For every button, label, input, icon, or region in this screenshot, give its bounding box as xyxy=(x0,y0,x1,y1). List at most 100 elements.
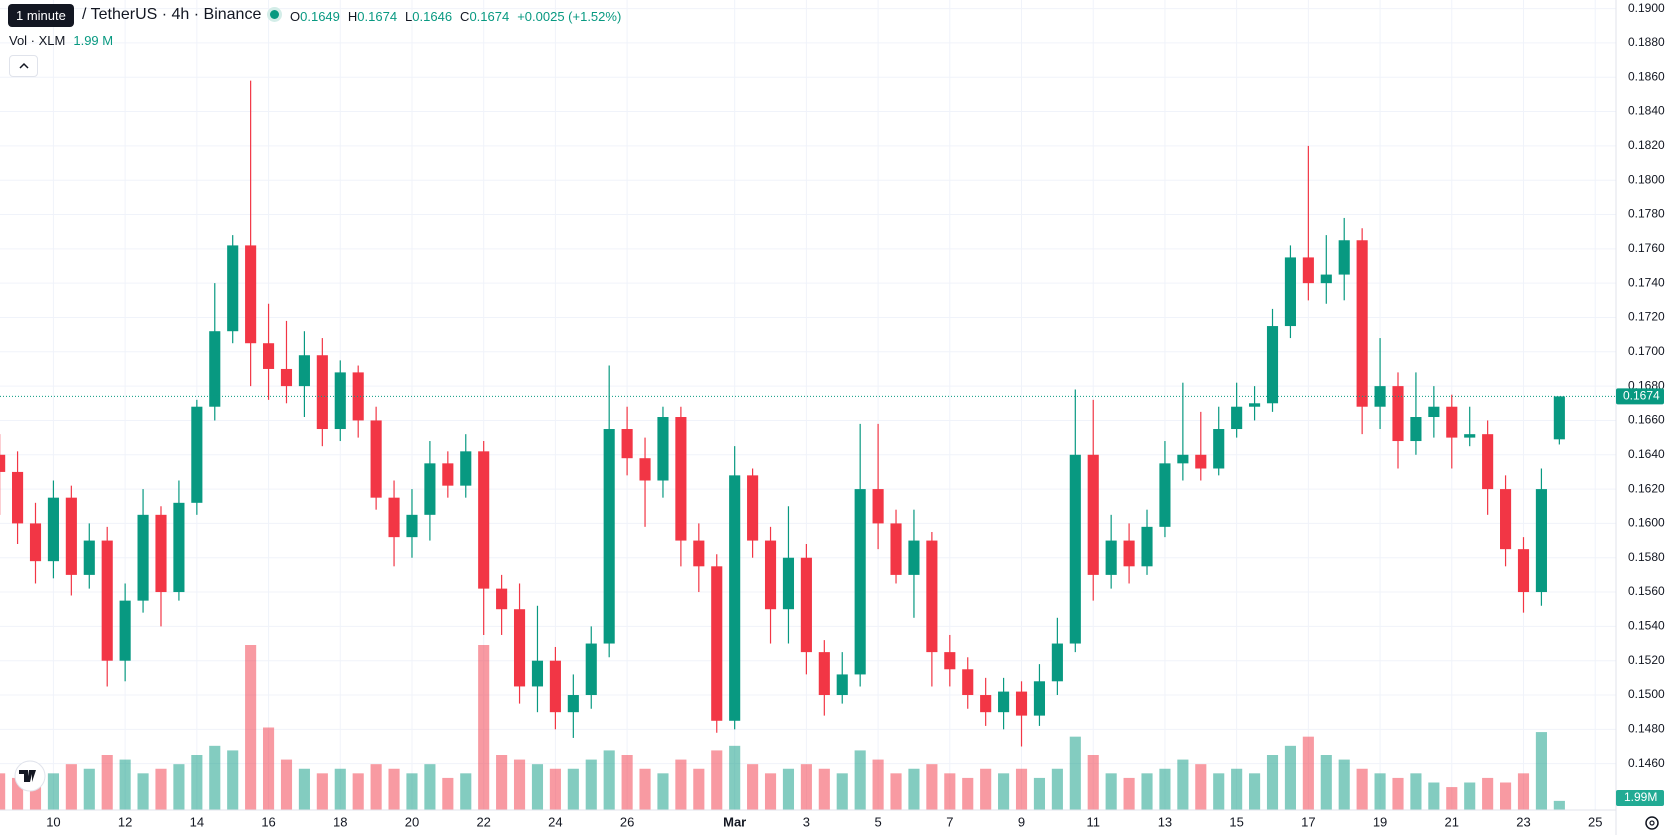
volume-bar xyxy=(155,768,167,810)
y-tick-label: 0.1480 xyxy=(1628,722,1665,736)
volume-bars xyxy=(0,645,1565,810)
candle-body xyxy=(531,660,544,687)
volume-bar xyxy=(567,768,579,810)
x-tick-label: 21 xyxy=(1445,814,1459,829)
candle-body xyxy=(155,514,167,593)
volume-bar xyxy=(764,773,777,810)
collapse-button[interactable] xyxy=(9,55,38,77)
volume-bar xyxy=(1087,755,1099,810)
volume-bar xyxy=(478,645,490,810)
candle-body xyxy=(1213,429,1225,469)
volume-bar xyxy=(926,764,938,810)
volume-bar xyxy=(1123,777,1135,810)
y-tick-label: 0.1600 xyxy=(1628,516,1665,530)
volume-bar xyxy=(531,764,544,810)
volume-bar xyxy=(388,768,400,810)
volume-bar xyxy=(1105,773,1117,810)
candle-body xyxy=(298,355,310,387)
chevron xyxy=(18,62,29,69)
x-tick-label: 11 xyxy=(1086,814,1100,829)
volume-bar xyxy=(1464,782,1476,810)
volume-bar xyxy=(747,764,759,810)
candle-body xyxy=(316,355,328,430)
candle-body xyxy=(496,588,508,610)
x-tick-label: 19 xyxy=(1373,814,1387,829)
volume-bar xyxy=(1410,773,1422,810)
volume-bar xyxy=(800,764,812,810)
candle-body xyxy=(388,497,400,538)
candle-body xyxy=(1051,643,1063,682)
volume-bar xyxy=(711,750,723,810)
high-label: H xyxy=(347,9,358,24)
candle-body xyxy=(47,497,59,562)
candle-body xyxy=(460,451,472,486)
volume-bar xyxy=(12,777,24,810)
volume-bar xyxy=(1284,745,1296,810)
settings-gear xyxy=(1645,816,1659,830)
candle-body xyxy=(657,417,669,481)
volume-bar xyxy=(83,768,95,810)
candle-body xyxy=(854,489,866,675)
candle-body xyxy=(639,458,651,481)
volume-bar xyxy=(1266,755,1279,810)
candle-body xyxy=(621,429,633,459)
volume-bar xyxy=(1356,768,1368,810)
y-tick-label: 0.1720 xyxy=(1628,310,1665,324)
x-tick-label: 14 xyxy=(190,814,204,829)
candle-body xyxy=(1249,403,1261,407)
y-tick-label: 0.1540 xyxy=(1628,619,1665,633)
symbol-title[interactable]: / TetherUS · 4h · Binance xyxy=(82,6,262,23)
volume-bar xyxy=(1320,755,1332,810)
candle-body xyxy=(998,691,1010,713)
candle-body xyxy=(603,429,615,644)
volume-bar xyxy=(872,759,884,810)
settings-button[interactable] xyxy=(1645,816,1659,830)
y-tick-label: 0.1740 xyxy=(1628,275,1665,289)
candle-body xyxy=(280,368,293,387)
candle-body xyxy=(980,695,992,713)
volume-bar xyxy=(101,755,113,810)
candle-body xyxy=(926,540,938,653)
volume-bar xyxy=(1338,759,1350,810)
volume-bar xyxy=(173,764,185,810)
candle-body xyxy=(1231,406,1243,430)
volume-bar xyxy=(1015,768,1028,810)
volume-bar xyxy=(424,764,436,810)
ohlc-legend: O 0.1649 H 0.1674 L 0.1646 C 0.1674 +0.0025 … xyxy=(290,9,629,24)
x-tick-label: 13 xyxy=(1158,814,1172,829)
candle-body xyxy=(944,652,956,670)
y-tick-label: 0.1580 xyxy=(1628,550,1665,564)
candle-body xyxy=(424,463,436,515)
candle-body xyxy=(1500,489,1512,550)
volume-bar xyxy=(1231,768,1243,810)
volume-bar xyxy=(209,745,221,810)
x-tick-label: 12 xyxy=(118,814,132,829)
volume-bar xyxy=(962,777,974,810)
volume-bar xyxy=(47,773,59,810)
candle-body xyxy=(567,695,579,713)
candle-body xyxy=(442,463,454,486)
y-tick-label: 0.1820 xyxy=(1628,138,1665,152)
logo[interactable] xyxy=(14,760,46,792)
volume-bar xyxy=(227,750,239,810)
candle-body xyxy=(872,489,884,524)
volume-bar xyxy=(1392,777,1404,810)
volume-value: 1.99 M xyxy=(73,33,114,48)
candle-body xyxy=(836,674,848,696)
settings-gear-center xyxy=(1649,820,1655,826)
volume-bar xyxy=(119,759,131,810)
candle-body xyxy=(262,343,275,369)
candle-body xyxy=(119,600,131,661)
x-tick-label: 5 xyxy=(874,814,881,829)
volume-bar xyxy=(675,759,687,810)
candle-body xyxy=(890,523,902,575)
candle-body xyxy=(693,540,705,567)
candle-body xyxy=(1553,396,1565,440)
volume-bar xyxy=(1195,764,1207,810)
candle-body xyxy=(245,245,257,344)
volume-bar xyxy=(262,727,275,810)
volume-bar xyxy=(908,768,920,810)
candle-body xyxy=(29,523,42,562)
candle-body xyxy=(513,609,526,687)
